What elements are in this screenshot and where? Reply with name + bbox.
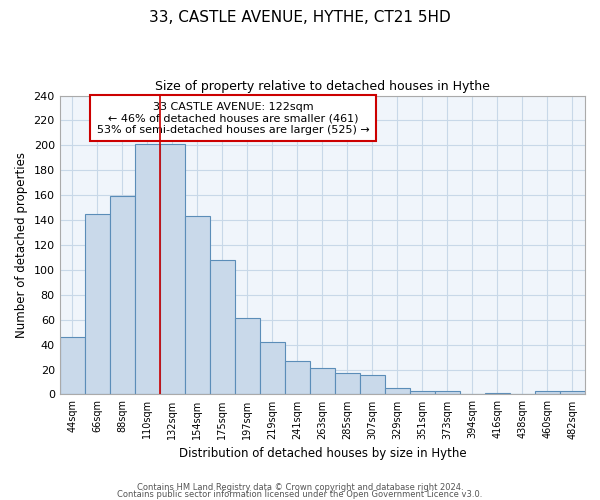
Text: 33, CASTLE AVENUE, HYTHE, CT21 5HD: 33, CASTLE AVENUE, HYTHE, CT21 5HD — [149, 10, 451, 25]
Bar — [485, 393, 510, 394]
Bar — [185, 216, 210, 394]
Bar — [360, 374, 385, 394]
X-axis label: Distribution of detached houses by size in Hythe: Distribution of detached houses by size … — [179, 447, 466, 460]
Y-axis label: Number of detached properties: Number of detached properties — [15, 152, 28, 338]
Bar — [260, 342, 285, 394]
Bar — [235, 318, 260, 394]
Text: Contains HM Land Registry data © Crown copyright and database right 2024.: Contains HM Land Registry data © Crown c… — [137, 484, 463, 492]
Bar — [110, 196, 135, 394]
Title: Size of property relative to detached houses in Hythe: Size of property relative to detached ho… — [155, 80, 490, 93]
Bar — [59, 337, 85, 394]
Text: Contains public sector information licensed under the Open Government Licence v3: Contains public sector information licen… — [118, 490, 482, 499]
Bar — [535, 390, 560, 394]
Bar — [310, 368, 335, 394]
Bar — [160, 144, 185, 395]
Bar — [135, 144, 160, 395]
Bar — [85, 214, 110, 394]
Bar — [410, 390, 435, 394]
Bar — [435, 390, 460, 394]
Bar — [385, 388, 410, 394]
Bar — [285, 361, 310, 394]
Text: 33 CASTLE AVENUE: 122sqm
← 46% of detached houses are smaller (461)
53% of semi-: 33 CASTLE AVENUE: 122sqm ← 46% of detach… — [97, 102, 370, 134]
Bar — [335, 374, 360, 394]
Bar — [560, 390, 585, 394]
Bar — [210, 260, 235, 394]
